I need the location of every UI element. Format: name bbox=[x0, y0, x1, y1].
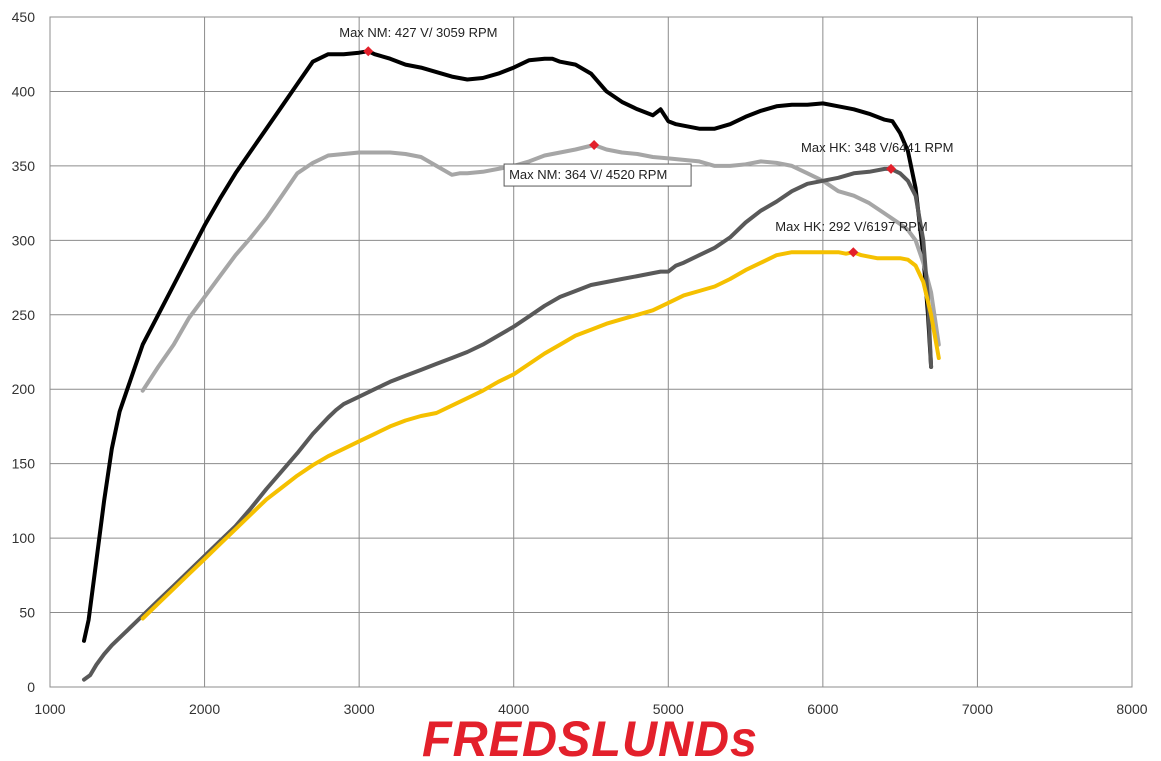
y-tick-label: 350 bbox=[12, 158, 36, 174]
x-tick-label: 3000 bbox=[344, 701, 375, 717]
series-line-4 bbox=[140, 250, 941, 621]
series-line-2 bbox=[140, 143, 941, 393]
annotation-box bbox=[503, 163, 692, 187]
peak-markers bbox=[363, 46, 897, 258]
brand-logo-text: FREDSLUNDs bbox=[422, 711, 758, 761]
annotation-label: Max NM: 364 V/ 4520 RPM bbox=[509, 167, 667, 182]
annotation-label: Max HK: 292 V/6197 RPM bbox=[775, 219, 927, 234]
y-tick-label: 150 bbox=[12, 456, 36, 472]
peak-marker bbox=[589, 140, 600, 151]
peak-marker bbox=[848, 247, 859, 258]
series-line-1 bbox=[82, 49, 934, 643]
brand-logo: FREDSLUNDs bbox=[422, 711, 758, 761]
annotation-label: Max NM: 427 V/ 3059 RPM bbox=[339, 25, 497, 40]
x-tick-label: 7000 bbox=[962, 701, 993, 717]
x-tick-label: 5000 bbox=[653, 701, 684, 717]
annotations-group: Max NM: 427 V/ 3059 RPM Max NM: 364 V/ 45… bbox=[339, 25, 953, 234]
y-tick-label: 200 bbox=[12, 381, 36, 397]
y-tick-label: 400 bbox=[12, 83, 36, 99]
annotation-label: Max HK: 348 V/6441 RPM bbox=[801, 140, 953, 155]
y-tick-label: 50 bbox=[19, 605, 35, 621]
plot-area-frame bbox=[49, 16, 1133, 688]
y-tick-label: 250 bbox=[12, 307, 36, 323]
series-line-3 bbox=[82, 166, 934, 682]
y-tick-label: 450 bbox=[12, 9, 36, 25]
x-tick-label: 4000 bbox=[498, 701, 529, 717]
y-tick-label: 100 bbox=[12, 530, 36, 546]
x-tick-label: 2000 bbox=[189, 701, 220, 717]
y-tick-label: 300 bbox=[12, 232, 36, 248]
x-tick-label: 1000 bbox=[34, 701, 65, 717]
x-tick-label: 8000 bbox=[1116, 701, 1147, 717]
x-axis-ticks: 1000 2000 3000 4000 5000 6000 7000 8000 bbox=[34, 701, 1147, 717]
y-axis-ticks: 0 50 100 150 200 250 300 350 400 450 bbox=[12, 9, 36, 695]
peak-marker bbox=[363, 46, 374, 57]
peak-marker bbox=[886, 163, 897, 174]
x-tick-label: 6000 bbox=[807, 701, 838, 717]
series-group bbox=[82, 49, 941, 682]
y-tick-label: 0 bbox=[27, 679, 35, 695]
